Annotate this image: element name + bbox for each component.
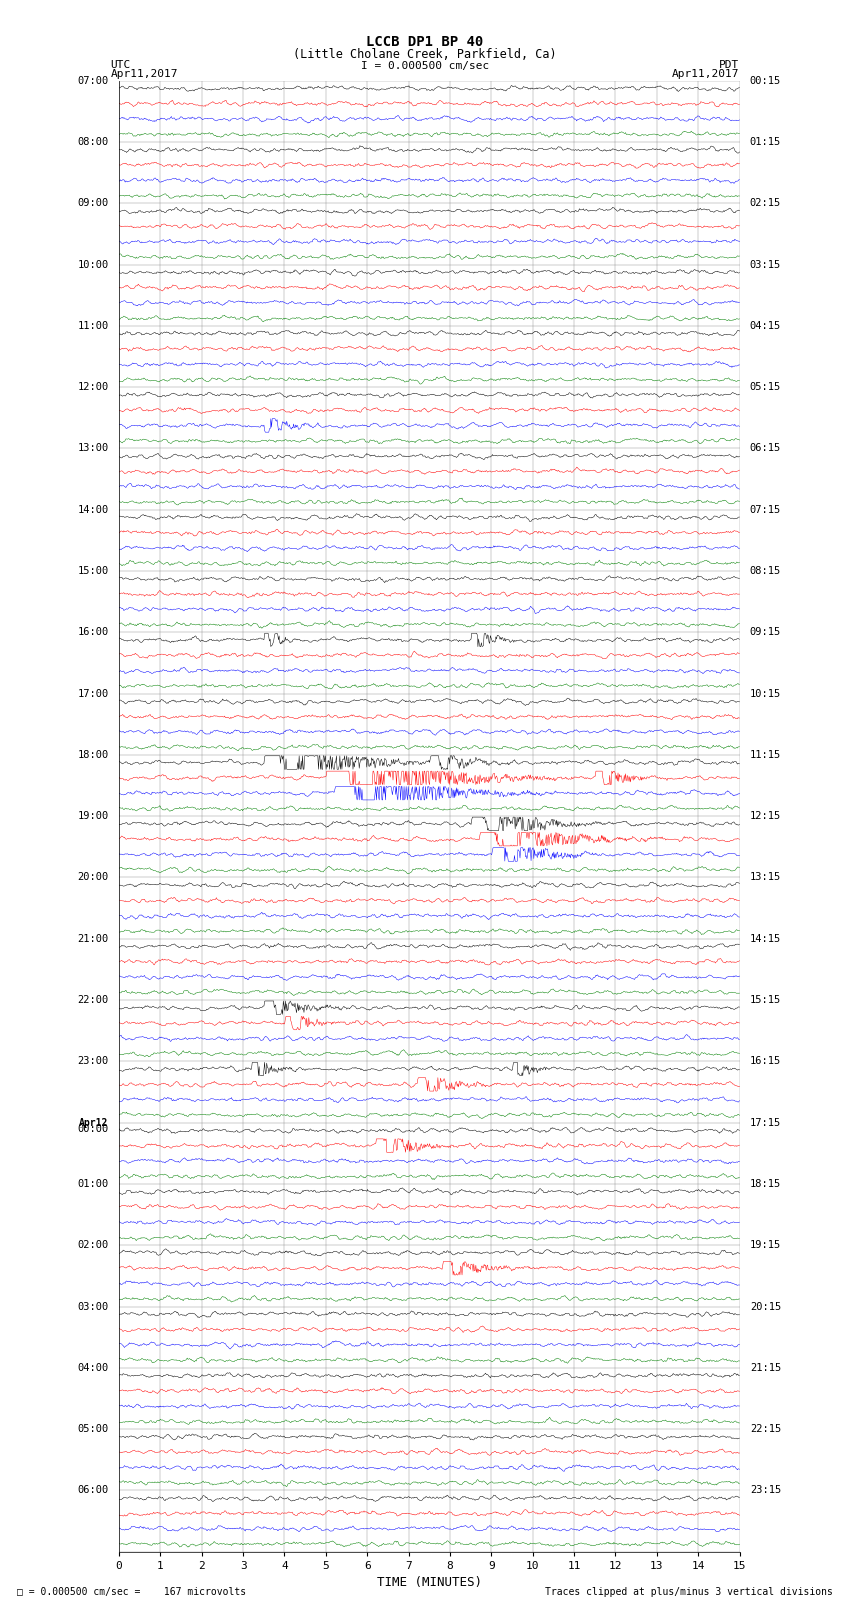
Text: 16:00: 16:00 xyxy=(77,627,109,637)
Text: UTC: UTC xyxy=(110,60,131,69)
Text: 07:00: 07:00 xyxy=(77,76,109,85)
Text: 19:00: 19:00 xyxy=(77,811,109,821)
Text: LCCB DP1 BP 40: LCCB DP1 BP 40 xyxy=(366,35,484,50)
Text: 01:00: 01:00 xyxy=(77,1179,109,1189)
Text: 19:15: 19:15 xyxy=(750,1240,781,1250)
Text: 08:00: 08:00 xyxy=(77,137,109,147)
Text: 09:15: 09:15 xyxy=(750,627,781,637)
Text: 12:00: 12:00 xyxy=(77,382,109,392)
Text: 06:15: 06:15 xyxy=(750,444,781,453)
Text: 21:15: 21:15 xyxy=(750,1363,781,1373)
Text: 23:00: 23:00 xyxy=(77,1057,109,1066)
Text: Apr11,2017: Apr11,2017 xyxy=(672,69,740,79)
Text: 22:15: 22:15 xyxy=(750,1424,781,1434)
Text: 03:00: 03:00 xyxy=(77,1302,109,1311)
Text: 09:00: 09:00 xyxy=(77,198,109,208)
Text: Apr12: Apr12 xyxy=(79,1118,109,1127)
Text: 18:15: 18:15 xyxy=(750,1179,781,1189)
Text: 06:00: 06:00 xyxy=(77,1486,109,1495)
Text: 18:00: 18:00 xyxy=(77,750,109,760)
Text: 23:15: 23:15 xyxy=(750,1486,781,1495)
Text: Traces clipped at plus/minus 3 vertical divisions: Traces clipped at plus/minus 3 vertical … xyxy=(545,1587,833,1597)
Text: 13:00: 13:00 xyxy=(77,444,109,453)
Text: □ = 0.000500 cm/sec =    167 microvolts: □ = 0.000500 cm/sec = 167 microvolts xyxy=(17,1587,246,1597)
Text: 05:15: 05:15 xyxy=(750,382,781,392)
Text: 08:15: 08:15 xyxy=(750,566,781,576)
Text: Apr11,2017: Apr11,2017 xyxy=(110,69,178,79)
Text: 20:15: 20:15 xyxy=(750,1302,781,1311)
Text: 14:00: 14:00 xyxy=(77,505,109,515)
Text: 00:15: 00:15 xyxy=(750,76,781,85)
Text: 13:15: 13:15 xyxy=(750,873,781,882)
Text: 15:15: 15:15 xyxy=(750,995,781,1005)
Text: 14:15: 14:15 xyxy=(750,934,781,944)
Text: 01:15: 01:15 xyxy=(750,137,781,147)
Text: 11:15: 11:15 xyxy=(750,750,781,760)
Text: 10:00: 10:00 xyxy=(77,260,109,269)
Text: 17:00: 17:00 xyxy=(77,689,109,698)
Text: (Little Cholane Creek, Parkfield, Ca): (Little Cholane Creek, Parkfield, Ca) xyxy=(293,48,557,61)
Text: 04:00: 04:00 xyxy=(77,1363,109,1373)
Text: I = 0.000500 cm/sec: I = 0.000500 cm/sec xyxy=(361,61,489,71)
Text: 10:15: 10:15 xyxy=(750,689,781,698)
Text: PDT: PDT xyxy=(719,60,740,69)
Text: 17:15: 17:15 xyxy=(750,1118,781,1127)
Text: 02:00: 02:00 xyxy=(77,1240,109,1250)
Text: 05:00: 05:00 xyxy=(77,1424,109,1434)
Text: 15:00: 15:00 xyxy=(77,566,109,576)
Text: 00:00: 00:00 xyxy=(77,1124,109,1134)
Text: 11:00: 11:00 xyxy=(77,321,109,331)
Text: 04:15: 04:15 xyxy=(750,321,781,331)
Text: 21:00: 21:00 xyxy=(77,934,109,944)
Text: 03:15: 03:15 xyxy=(750,260,781,269)
Text: 02:15: 02:15 xyxy=(750,198,781,208)
Text: 12:15: 12:15 xyxy=(750,811,781,821)
Text: 20:00: 20:00 xyxy=(77,873,109,882)
Text: 16:15: 16:15 xyxy=(750,1057,781,1066)
Text: 22:00: 22:00 xyxy=(77,995,109,1005)
X-axis label: TIME (MINUTES): TIME (MINUTES) xyxy=(377,1576,482,1589)
Text: 07:15: 07:15 xyxy=(750,505,781,515)
